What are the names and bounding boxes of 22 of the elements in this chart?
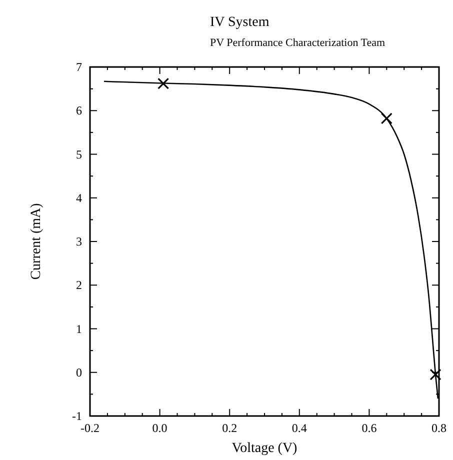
y-axis-title: Current (mA) (29, 202, 44, 280)
x-tick-label: -0.2 (80, 421, 100, 435)
y-tick-label: 6 (76, 104, 82, 118)
y-tick-label: -1 (72, 409, 82, 423)
y-tick-label: 5 (76, 147, 82, 162)
x-tick-label: 0.2 (222, 421, 238, 435)
x-axis-title: Voltage (V) (232, 441, 298, 456)
y-tick-label: 3 (76, 234, 82, 248)
y-tick-label: 1 (76, 322, 82, 336)
point (157, 78, 170, 90)
x-tick-label: 0.6 (362, 421, 377, 435)
chart-title: IV System (210, 15, 270, 30)
y-tick-label: 7 (76, 60, 82, 74)
x-tick-label: 0.4 (292, 421, 307, 435)
y-tick-label: 0 (76, 365, 82, 380)
y-tick-label: 4 (76, 190, 82, 205)
chart-subtitle: PV Performance Characterization Team (210, 37, 386, 49)
y-tick-label: 2 (76, 278, 82, 292)
point (430, 368, 442, 380)
point (380, 112, 392, 124)
x-tick-label: 0.8 (432, 421, 446, 435)
x-tick-label: 0.0 (152, 421, 168, 435)
